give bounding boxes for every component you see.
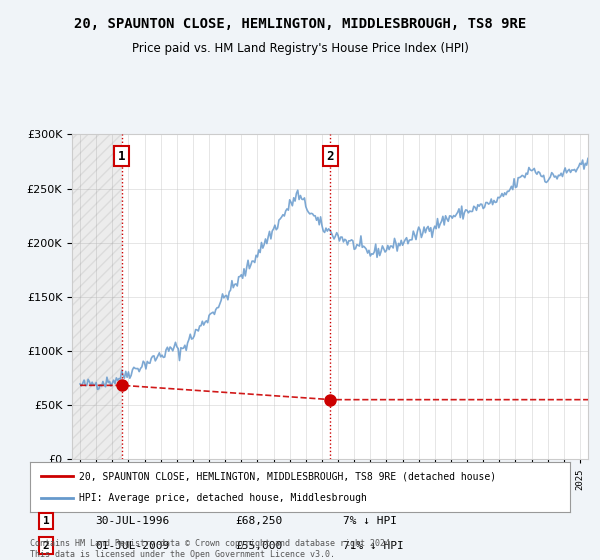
Bar <box>72 134 122 459</box>
Text: 1: 1 <box>43 516 50 526</box>
Text: 01-JUL-2009: 01-JUL-2009 <box>95 541 169 550</box>
Text: 20, SPAUNTON CLOSE, HEMLINGTON, MIDDLESBROUGH, TS8 9RE: 20, SPAUNTON CLOSE, HEMLINGTON, MIDDLESB… <box>74 17 526 31</box>
Text: Price paid vs. HM Land Registry's House Price Index (HPI): Price paid vs. HM Land Registry's House … <box>131 42 469 55</box>
Text: HPI: Average price, detached house, Middlesbrough: HPI: Average price, detached house, Midd… <box>79 493 367 503</box>
Text: 20, SPAUNTON CLOSE, HEMLINGTON, MIDDLESBROUGH, TS8 9RE (detached house): 20, SPAUNTON CLOSE, HEMLINGTON, MIDDLESB… <box>79 471 496 481</box>
Text: 7% ↓ HPI: 7% ↓ HPI <box>343 516 397 526</box>
Text: 30-JUL-1996: 30-JUL-1996 <box>95 516 169 526</box>
Text: 2: 2 <box>43 541 50 550</box>
Text: 1: 1 <box>118 150 125 162</box>
Text: 71% ↓ HPI: 71% ↓ HPI <box>343 541 404 550</box>
Text: £68,250: £68,250 <box>235 516 283 526</box>
Text: Contains HM Land Registry data © Crown copyright and database right 2024.
This d: Contains HM Land Registry data © Crown c… <box>30 539 395 559</box>
Text: £55,000: £55,000 <box>235 541 283 550</box>
Text: 2: 2 <box>326 150 334 162</box>
